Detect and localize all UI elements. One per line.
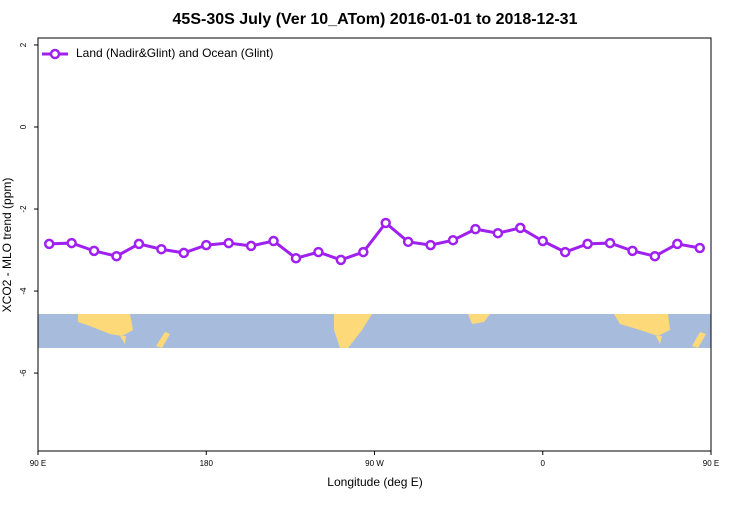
data-point <box>492 227 504 239</box>
data-point <box>111 250 122 262</box>
x-tick-label: 90 E <box>30 459 46 468</box>
data-point <box>358 246 369 258</box>
data-point <box>672 238 683 250</box>
data-point <box>43 238 55 250</box>
data-point <box>649 250 661 262</box>
data-point <box>133 238 145 250</box>
map-band <box>38 314 711 348</box>
y-tick-label: 0 <box>19 124 28 129</box>
data-point <box>402 236 414 248</box>
data-point <box>335 254 347 266</box>
data-point <box>694 242 706 254</box>
data-point <box>223 237 234 249</box>
data-point <box>201 239 212 251</box>
data-point <box>604 237 616 249</box>
data-point <box>470 223 481 235</box>
chart-title: 45S-30S July (Ver 10_ATom) 2016-01-01 to… <box>173 11 578 28</box>
data-point <box>582 238 593 250</box>
y-axis-label: XCO2 - MLO trend (ppm) <box>0 178 14 313</box>
data-point <box>515 222 526 234</box>
data-point <box>447 234 459 246</box>
x-tick-label: 90 E <box>703 459 719 468</box>
x-tick-label: 90 W <box>365 459 384 468</box>
x-tick-label: 180 <box>200 459 214 468</box>
x-axis-label: Longitude (deg E) <box>327 475 422 489</box>
data-point <box>627 245 638 257</box>
data-point <box>559 246 571 258</box>
y-tick-label: -4 <box>19 287 28 295</box>
data-point <box>156 243 167 255</box>
data-point <box>380 217 391 229</box>
data-point <box>290 252 302 264</box>
data-point <box>88 245 100 257</box>
y-tick-label: 2 <box>19 42 28 47</box>
data-point <box>66 237 77 249</box>
data-point <box>178 247 190 259</box>
data-point <box>245 240 257 252</box>
data-point <box>268 235 279 247</box>
data-point <box>425 239 436 251</box>
y-tick-label: -6 <box>19 369 28 377</box>
series-line <box>49 220 701 262</box>
data-point <box>313 246 324 258</box>
legend-label: Land (Nadir&Glint) and Ocean (Glint) <box>76 46 273 60</box>
data-point <box>537 235 548 247</box>
legend-marker <box>49 48 61 60</box>
y-tick-label: -2 <box>19 205 28 213</box>
x-tick-label: 0 <box>541 459 546 468</box>
